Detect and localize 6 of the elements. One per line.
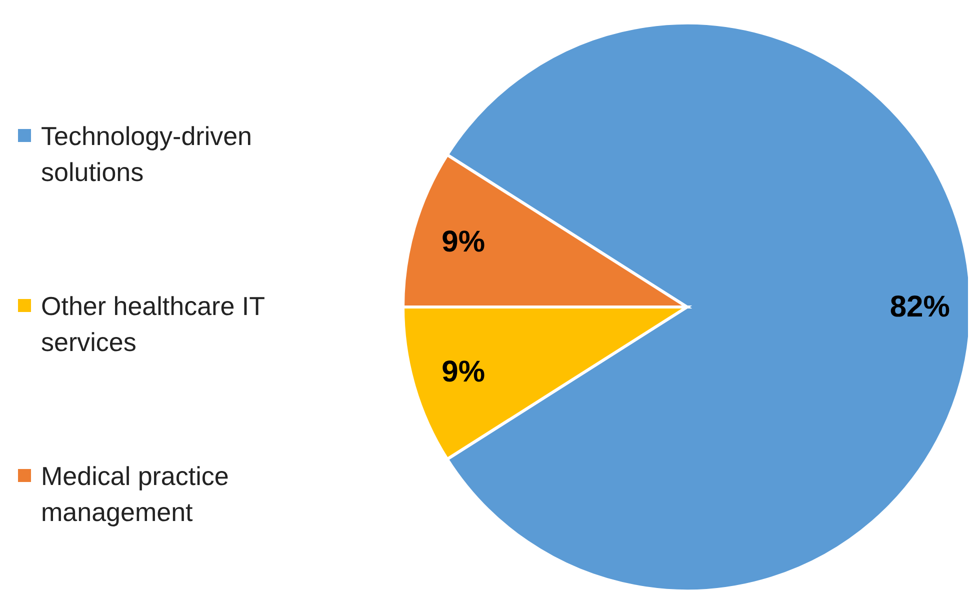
legend-label: Other healthcare IT services <box>41 290 266 359</box>
data-label: 9% <box>442 355 486 388</box>
data-label: 82% <box>890 290 950 324</box>
data-label: 9% <box>442 226 486 259</box>
legend-label: Technology-driven solutions <box>41 120 254 189</box>
legend-label: Medical practice management <box>41 460 230 529</box>
